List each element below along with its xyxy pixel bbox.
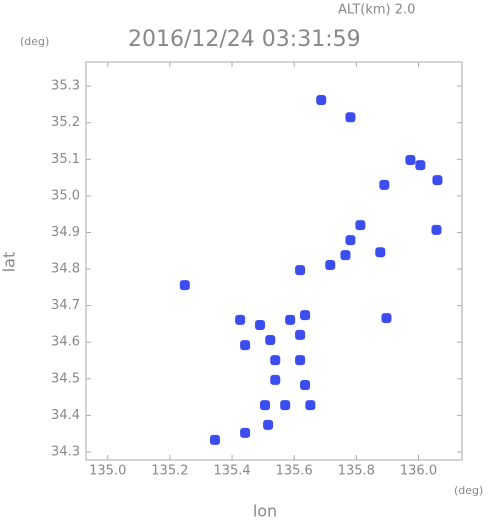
radar-echo	[340, 250, 351, 261]
radar-echo	[345, 112, 356, 123]
radar-echo	[305, 400, 316, 411]
radar-echo	[285, 314, 296, 325]
x-tick-label: 135.0	[89, 464, 126, 479]
radar-echo	[432, 175, 443, 186]
x-unit: (deg)	[454, 484, 483, 497]
radar-echo	[295, 329, 306, 340]
radar-echo	[263, 419, 274, 430]
y-tick-label: 34.8	[51, 262, 80, 277]
radar-echo	[405, 155, 416, 166]
y-tick-label: 35.1	[51, 152, 80, 167]
x-axis-label: lon	[253, 502, 277, 521]
x-tick-label: 135.4	[213, 464, 250, 479]
plot-frame	[85, 61, 463, 461]
radar-echo	[179, 280, 190, 291]
radar-echo	[240, 340, 251, 351]
radar-echo	[415, 160, 426, 171]
radar-echo	[209, 434, 220, 445]
y-tick-label: 35.2	[51, 115, 80, 130]
y-tick-label: 34.4	[51, 408, 80, 423]
altitude-label: ALT(km) 2.0	[338, 3, 415, 18]
chart-title: 2016/12/24 03:31:59	[128, 27, 361, 52]
radar-echo	[255, 320, 266, 331]
y-tick-label: 35.0	[51, 188, 80, 203]
x-tick-label: 136.0	[400, 464, 437, 479]
y-tick-label: 34.9	[51, 225, 80, 240]
radar-echo	[316, 95, 327, 106]
x-tick-label: 135.6	[276, 464, 313, 479]
x-tick-label: 135.2	[151, 464, 188, 479]
radar-echo	[345, 235, 356, 246]
radar-echo	[295, 355, 306, 366]
y-tick-label: 34.7	[51, 298, 80, 313]
radar-echo	[355, 220, 366, 231]
y-tick-label: 34.3	[51, 444, 80, 459]
radar-echo	[270, 355, 281, 366]
radar-echo	[280, 400, 291, 411]
radar-echo	[379, 179, 390, 190]
radar-echo	[270, 374, 281, 385]
y-tick-label: 34.6	[51, 335, 80, 350]
y-tick-label: 35.3	[51, 79, 80, 94]
radar-echo	[325, 260, 336, 271]
radar-echo	[381, 313, 392, 324]
x-tick-label: 135.8	[338, 464, 375, 479]
y-unit: (deg)	[20, 35, 49, 48]
y-axis-label: lat	[0, 252, 19, 273]
radar-echo	[295, 265, 306, 276]
radar-echo	[431, 224, 442, 235]
radar-echo	[235, 314, 246, 325]
radar-echo	[265, 335, 276, 346]
radar-echo	[300, 380, 311, 391]
radar-echo	[375, 247, 386, 258]
y-tick-label: 34.5	[51, 371, 80, 386]
radar-echo	[259, 400, 270, 411]
radar-echo	[300, 310, 311, 321]
radar-echo	[240, 427, 251, 438]
